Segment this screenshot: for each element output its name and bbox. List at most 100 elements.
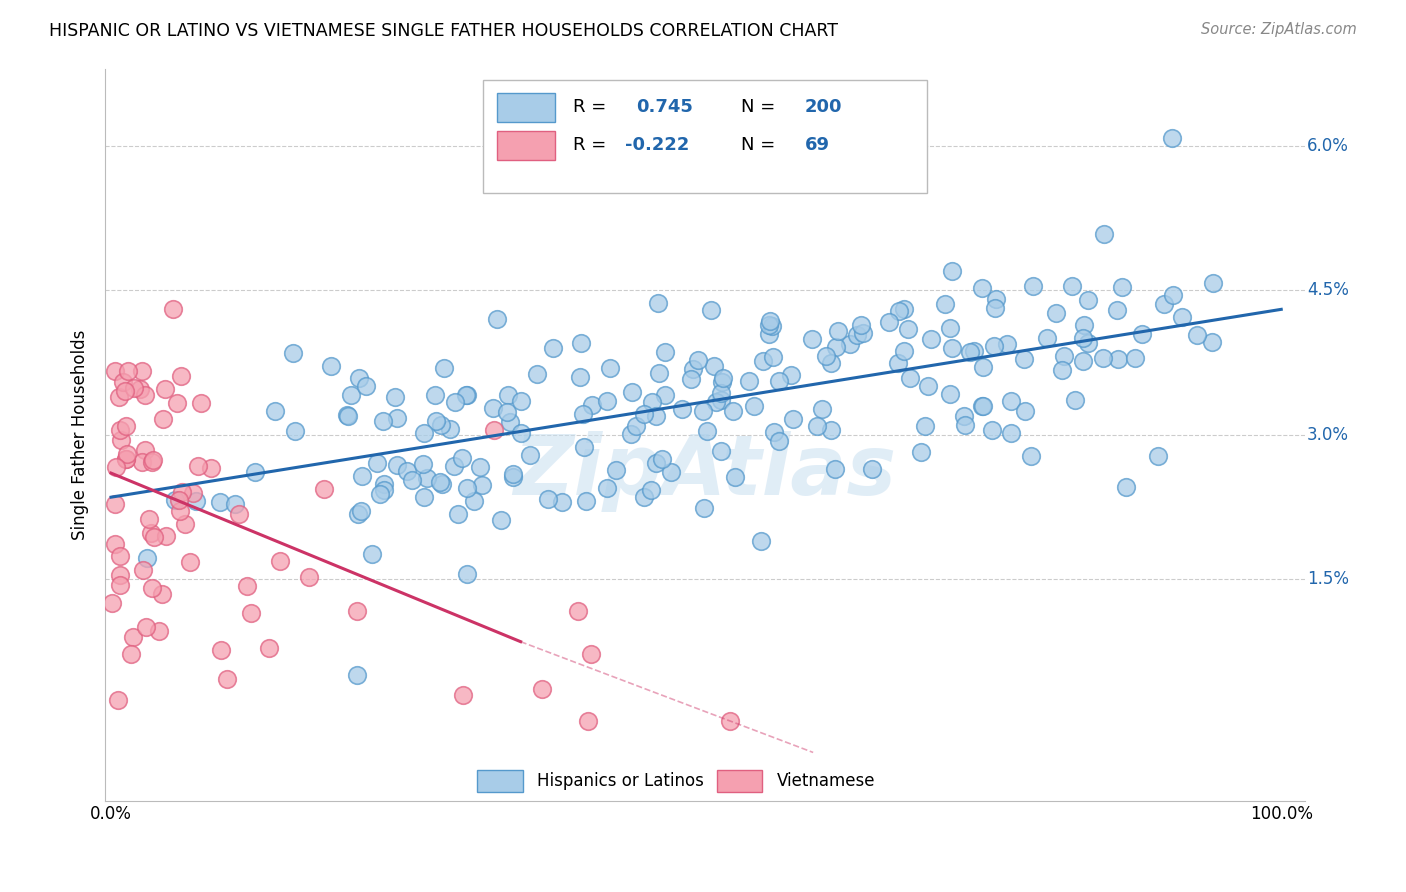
Point <box>114 452 136 467</box>
Point <box>703 359 725 373</box>
Point <box>482 423 505 437</box>
Text: 69: 69 <box>804 136 830 154</box>
Point <box>509 393 531 408</box>
Point <box>1014 352 1036 367</box>
Point <box>620 385 643 400</box>
Point <box>605 463 627 477</box>
Point <box>984 301 1007 315</box>
Point <box>640 483 662 497</box>
Text: 4.5%: 4.5% <box>1308 281 1348 299</box>
Point <box>820 356 842 370</box>
Point <box>941 263 963 277</box>
Point <box>208 495 231 509</box>
Point <box>115 447 138 461</box>
Point <box>108 578 131 592</box>
Point <box>105 460 128 475</box>
Point <box>647 296 669 310</box>
Point <box>115 451 138 466</box>
Point <box>569 336 592 351</box>
Point <box>502 467 524 481</box>
Point <box>110 433 132 447</box>
Point <box>1073 318 1095 332</box>
Point <box>366 457 388 471</box>
Point <box>170 369 193 384</box>
Point <box>346 605 368 619</box>
Point <box>1000 425 1022 440</box>
Point <box>959 345 981 359</box>
Point <box>319 359 342 373</box>
Point <box>1077 293 1099 308</box>
Point <box>738 374 761 388</box>
Point <box>939 321 962 335</box>
Point <box>596 394 619 409</box>
Point <box>898 370 921 384</box>
Point <box>1050 363 1073 377</box>
Point <box>1115 480 1137 494</box>
Point <box>710 444 733 458</box>
Point <box>1161 131 1184 145</box>
Point <box>129 382 152 396</box>
Point <box>162 301 184 316</box>
Point <box>718 714 741 728</box>
Point <box>984 292 1007 306</box>
Point <box>651 452 673 467</box>
Point <box>596 481 619 495</box>
Point <box>679 372 702 386</box>
Point <box>456 388 478 402</box>
Point <box>851 318 873 332</box>
Point <box>385 458 408 472</box>
Point <box>1201 334 1223 349</box>
Point <box>713 371 735 385</box>
Text: 3.0%: 3.0% <box>1308 425 1348 443</box>
Point <box>852 326 875 340</box>
Point <box>541 341 564 355</box>
Point <box>782 412 804 426</box>
Point <box>470 460 492 475</box>
Point <box>240 607 263 621</box>
Point <box>413 425 436 440</box>
Point <box>654 388 676 402</box>
Point <box>768 434 790 448</box>
Point <box>433 361 456 376</box>
Point <box>152 587 174 601</box>
Point <box>337 409 360 423</box>
Point <box>485 311 508 326</box>
Point <box>824 462 846 476</box>
Point <box>644 409 666 423</box>
Point <box>710 393 733 408</box>
Point <box>1071 331 1094 345</box>
Point <box>1147 449 1170 463</box>
Text: Hispanics or Latinos: Hispanics or Latinos <box>537 772 704 789</box>
Point <box>120 647 142 661</box>
Point <box>768 374 790 388</box>
Point <box>1000 393 1022 408</box>
Y-axis label: Single Father Households: Single Father Households <box>72 329 89 540</box>
Point <box>1092 227 1115 241</box>
Point <box>463 494 485 508</box>
Point <box>384 390 406 404</box>
Point <box>385 411 408 425</box>
Point <box>551 494 574 508</box>
Point <box>412 490 434 504</box>
Point <box>190 396 212 410</box>
Point <box>451 688 474 702</box>
Point <box>115 419 138 434</box>
Point <box>1105 303 1128 318</box>
Point <box>626 418 648 433</box>
Point <box>620 426 643 441</box>
Point <box>846 328 869 343</box>
Point <box>169 503 191 517</box>
Point <box>1161 288 1184 302</box>
Text: HISPANIC OR LATINO VS VIETNAMESE SINGLE FATHER HOUSEHOLDS CORRELATION CHART: HISPANIC OR LATINO VS VIETNAMESE SINGLE … <box>49 22 838 40</box>
Point <box>443 459 465 474</box>
Point <box>820 424 842 438</box>
Point <box>141 525 163 540</box>
Point <box>526 367 548 381</box>
Point <box>456 481 478 495</box>
Point <box>742 399 765 413</box>
Point <box>496 388 519 402</box>
Point <box>371 414 394 428</box>
Point <box>346 668 368 682</box>
Point <box>174 517 197 532</box>
Point <box>972 399 994 413</box>
